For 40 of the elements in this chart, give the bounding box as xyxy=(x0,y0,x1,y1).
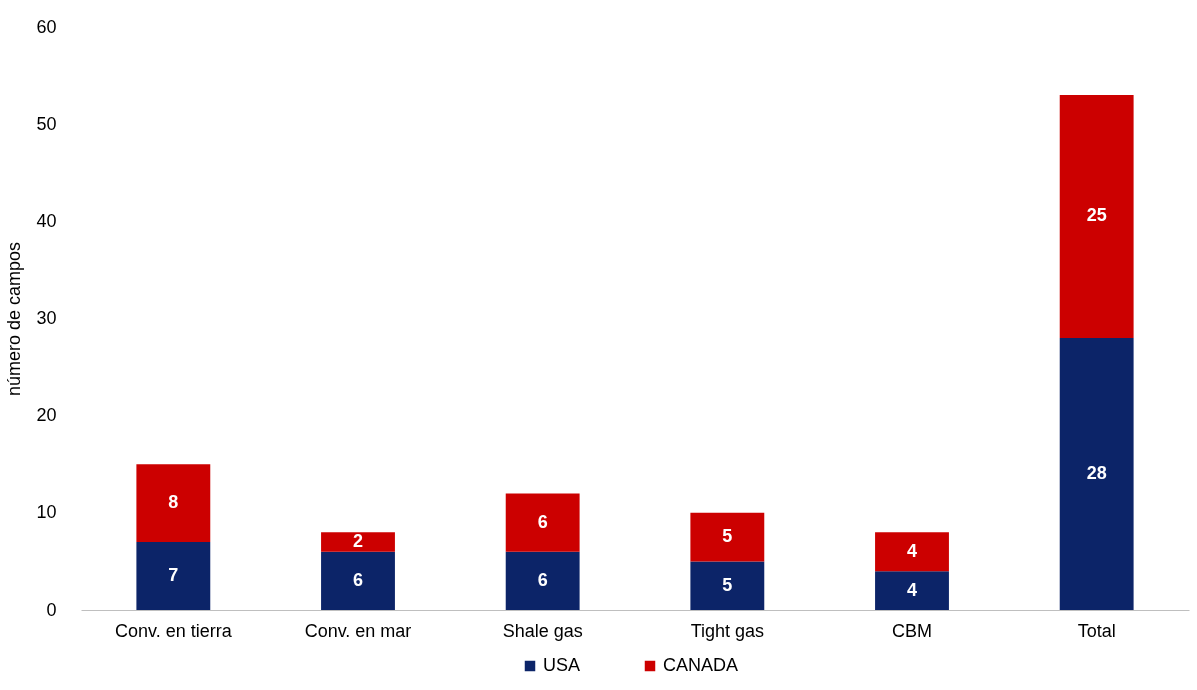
x-tick-label: Conv. en tierra xyxy=(114,620,233,641)
y-tick-label: 10 xyxy=(36,502,57,523)
bar xyxy=(875,532,949,572)
bar xyxy=(1059,95,1134,338)
bar xyxy=(875,571,949,610)
y-tick-label: 50 xyxy=(36,113,57,134)
data-label: 6 xyxy=(352,569,364,590)
bar xyxy=(505,551,580,610)
data-label: 4 xyxy=(906,579,918,600)
data-label: 4 xyxy=(906,540,918,561)
y-tick-label: 40 xyxy=(36,210,57,231)
bar xyxy=(136,541,211,610)
x-tick-label: Shale gas xyxy=(502,620,583,641)
data-label: 2 xyxy=(352,530,364,551)
x-tick-label: Conv. en mar xyxy=(304,620,412,641)
bar xyxy=(505,493,580,552)
data-label: 7 xyxy=(168,564,179,585)
y-tick-label: 20 xyxy=(36,405,57,426)
data-label: 6 xyxy=(537,569,548,590)
bar xyxy=(321,551,395,610)
bar xyxy=(1059,337,1134,610)
legend-label: CANADA xyxy=(663,655,739,675)
y-tick-label: 30 xyxy=(36,308,57,328)
y-tick-label: 60 xyxy=(36,16,57,37)
data-label: 25 xyxy=(1086,205,1107,226)
x-tick-label: CBM xyxy=(892,620,932,641)
y-tick-label: 0 xyxy=(46,599,57,620)
legend-label: USA xyxy=(543,655,581,675)
data-label: 5 xyxy=(722,526,733,547)
bar xyxy=(321,532,395,552)
data-label: 8 xyxy=(168,492,179,513)
x-tick-label: Total xyxy=(1077,620,1116,641)
x-tick-label: Tight gas xyxy=(690,620,765,641)
data-label: 28 xyxy=(1086,462,1107,483)
y-axis-title: número de campos xyxy=(4,241,25,397)
bar xyxy=(136,464,211,542)
bar xyxy=(690,512,765,562)
data-label: 6 xyxy=(537,511,548,532)
bar xyxy=(690,561,765,610)
data-label: 5 xyxy=(722,574,733,595)
